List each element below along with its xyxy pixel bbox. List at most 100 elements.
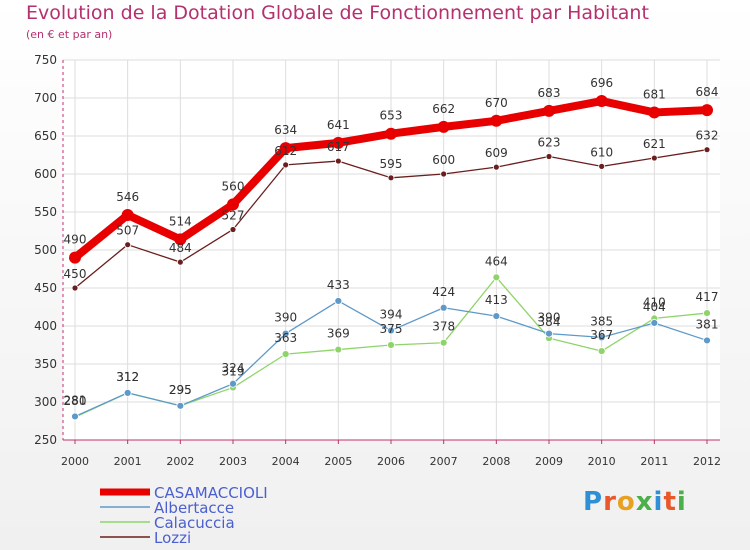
y-tick-label: 700 (34, 91, 57, 105)
data-point-casamaccioli (69, 251, 81, 264)
data-point-casamaccioli (227, 198, 239, 211)
data-label-albertacce: 413 (485, 293, 508, 307)
data-point-albertacce (334, 297, 343, 305)
data-label-lozzi: 595 (380, 157, 403, 171)
data-point-casamaccioli (437, 120, 450, 133)
data-label-albertacce: 324 (222, 361, 245, 375)
data-point-albertacce (597, 333, 606, 342)
y-tick-label: 500 (34, 243, 57, 257)
data-label-calacuccia: 280 (64, 394, 87, 408)
data-label-lozzi: 610 (590, 145, 613, 159)
data-point-calacuccia (703, 309, 711, 317)
x-tick-label: 2001 (114, 455, 142, 468)
data-point-lozzi (545, 153, 553, 160)
data-point-calacuccia (387, 341, 395, 349)
data-point-lozzi (387, 174, 395, 182)
chart-subtitle: (en € et par an) (26, 28, 113, 41)
data-label-albertacce: 404 (643, 300, 666, 314)
data-point-lozzi (71, 284, 79, 292)
data-label-casamaccioli: 696 (590, 76, 613, 90)
x-tick-label: 2009 (535, 455, 563, 468)
data-label-calacuccia: 375 (380, 322, 403, 336)
data-point-lozzi (229, 226, 237, 233)
data-label-albertacce: 385 (590, 314, 613, 328)
data-label-lozzi: 632 (696, 129, 719, 143)
data-point-casamaccioli (332, 136, 345, 149)
y-tick-label: 750 (34, 53, 57, 67)
data-label-casamaccioli: 634 (274, 123, 297, 137)
data-label-lozzi: 600 (432, 153, 455, 167)
data-point-lozzi (598, 162, 606, 170)
data-point-casamaccioli (121, 209, 134, 222)
data-label-lozzi: 609 (485, 146, 508, 160)
data-label-lozzi: 623 (538, 136, 561, 150)
data-label-albertacce: 433 (327, 278, 350, 292)
data-label-casamaccioli: 684 (696, 85, 719, 99)
data-label-lozzi: 484 (169, 241, 192, 255)
data-label-lozzi: 450 (64, 267, 87, 281)
legend-label-casamaccioli: CASAMACCIOLI (154, 484, 268, 502)
data-point-casamaccioli (174, 233, 187, 246)
data-point-albertacce (71, 412, 79, 421)
data-point-calacuccia (439, 338, 448, 347)
y-tick-label: 400 (34, 319, 57, 333)
data-label-casamaccioli: 546 (116, 190, 139, 204)
x-tick-label: 2000 (61, 455, 89, 468)
data-point-lozzi (124, 241, 132, 249)
data-point-albertacce (703, 336, 711, 345)
data-point-albertacce (176, 401, 185, 410)
data-point-lozzi (703, 146, 711, 154)
data-label-casamaccioli: 560 (222, 179, 245, 193)
chart-title: Evolution de la Dotation Globale de Fonc… (26, 2, 649, 24)
legend-label-albertacce: Albertacce (154, 499, 234, 517)
y-tick-label: 250 (34, 433, 57, 447)
legend-label-calacuccia: Calacuccia (154, 514, 235, 532)
data-label-albertacce: 394 (380, 308, 403, 322)
legend-label-lozzi: Lozzi (154, 529, 191, 547)
x-tick-label: 2002 (166, 455, 194, 468)
data-point-lozzi (282, 161, 290, 169)
data-point-albertacce (545, 329, 553, 338)
x-tick-label: 2010 (588, 455, 616, 468)
data-point-calacuccia (281, 350, 290, 359)
y-tick-label: 650 (34, 129, 57, 143)
data-point-lozzi (650, 154, 658, 162)
data-label-albertacce: 295 (169, 383, 192, 397)
data-label-albertacce: 390 (274, 311, 297, 325)
data-point-lozzi (334, 157, 342, 165)
data-label-calacuccia: 384 (538, 315, 561, 329)
data-label-calacuccia: 417 (696, 290, 719, 304)
data-label-casamaccioli: 490 (64, 233, 87, 247)
x-tick-label: 2005 (324, 455, 352, 468)
data-point-albertacce (387, 326, 395, 335)
data-label-calacuccia: 464 (485, 254, 508, 268)
data-label-calacuccia: 295 (169, 383, 192, 397)
x-tick-label: 2006 (377, 455, 405, 468)
x-tick-label: 2003 (219, 455, 247, 468)
data-label-casamaccioli: 681 (643, 87, 666, 101)
data-label-lozzi: 612 (274, 144, 297, 158)
data-point-casamaccioli (279, 142, 292, 155)
data-point-albertacce (650, 319, 659, 327)
data-label-calacuccia: 367 (590, 328, 613, 342)
data-point-lozzi (440, 170, 448, 178)
data-label-lozzi: 507 (116, 224, 139, 238)
data-label-albertacce: 424 (432, 285, 455, 299)
data-point-casamaccioli (490, 114, 503, 127)
data-label-calacuccia: 319 (222, 365, 245, 379)
data-point-calacuccia (492, 273, 501, 282)
data-point-casamaccioli (595, 95, 608, 108)
data-point-albertacce (492, 312, 501, 321)
data-point-calacuccia (334, 345, 343, 354)
x-tick-label: 2007 (430, 455, 458, 468)
y-tick-label: 550 (34, 205, 57, 219)
data-point-lozzi (176, 258, 184, 266)
data-label-casamaccioli: 641 (327, 118, 350, 132)
data-point-casamaccioli (648, 106, 661, 119)
data-point-casamaccioli (701, 104, 713, 117)
data-label-albertacce: 281 (64, 393, 87, 407)
data-label-calacuccia: 369 (327, 327, 350, 341)
data-point-calacuccia (597, 347, 606, 355)
data-point-albertacce (229, 379, 237, 388)
